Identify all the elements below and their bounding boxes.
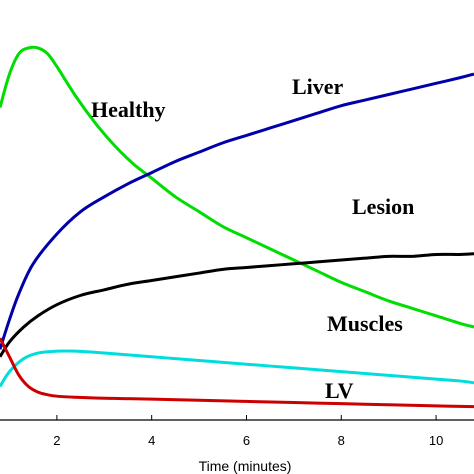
series-labels: Healthy Liver Lesion Muscles LV [91, 74, 414, 403]
series-line-lv [0, 337, 474, 409]
x-ticks: 2 4 6 8 10 [53, 415, 443, 448]
series-line-muscles [0, 349, 474, 388]
x-tick-label: 10 [429, 433, 443, 448]
series-label-lesion: Lesion [352, 194, 414, 219]
series-label-healthy: Healthy [91, 97, 166, 122]
x-tick-label: 4 [148, 433, 155, 448]
x-tick-label: 2 [53, 433, 60, 448]
series-line-lesion [0, 252, 474, 358]
series-label-muscles: Muscles [327, 311, 403, 336]
series-line-healthy [0, 45, 474, 329]
series-layer [0, 45, 474, 409]
x-axis-label: Time (minutes) [199, 458, 292, 474]
x-tick-label: 8 [338, 433, 345, 448]
series-label-liver: Liver [292, 74, 344, 99]
x-tick-label: 6 [243, 433, 250, 448]
series-line-liver [0, 72, 474, 350]
series-label-lv: LV [325, 378, 354, 403]
